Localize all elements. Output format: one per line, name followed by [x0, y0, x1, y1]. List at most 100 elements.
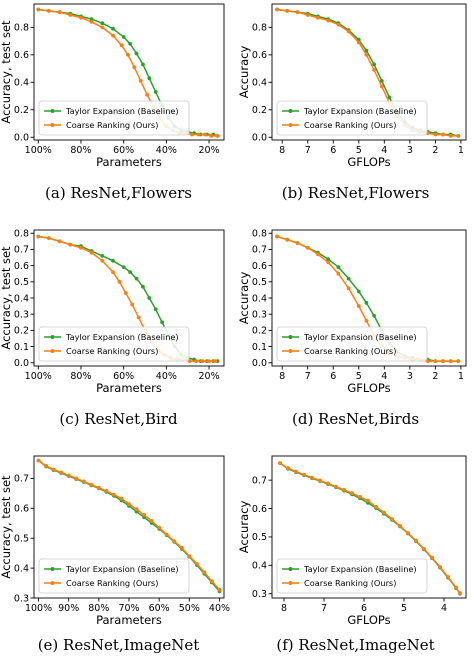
- legend-f: Taylor Expansion (Baseline) Coarse Rankin…: [276, 558, 428, 594]
- data-point: [202, 570, 207, 575]
- x-tick-label: 2: [432, 145, 438, 156]
- y-axis-label-c: Accuracy, test set: [0, 246, 13, 350]
- x-tick-label: 3: [407, 145, 413, 156]
- x-tick-label: 60%: [113, 145, 134, 156]
- data-point: [372, 68, 376, 72]
- data-point: [382, 510, 386, 515]
- data-point: [305, 245, 310, 250]
- data-point: [134, 51, 139, 56]
- data-point: [36, 458, 41, 463]
- legend-label-baseline: Taylor Expansion (Baseline): [303, 564, 417, 574]
- data-point: [295, 241, 300, 245]
- legend-label-baseline: Taylor Expansion (Baseline): [303, 332, 417, 342]
- data-point: [59, 470, 63, 475]
- data-point: [336, 271, 341, 276]
- data-point: [112, 492, 116, 497]
- data-point: [364, 52, 369, 57]
- data-point: [179, 545, 184, 550]
- legend-b: Taylor Expansion (Baseline) Coarse Rankin…: [276, 100, 428, 136]
- data-point: [36, 7, 41, 12]
- series-ours-b: [275, 7, 461, 138]
- data-point: [81, 479, 86, 484]
- data-point: [305, 13, 310, 17]
- legend-label-baseline: Taylor Expansion (Baseline): [303, 106, 417, 116]
- data-point: [398, 524, 402, 528]
- y-tick-label: 0.3: [252, 589, 267, 600]
- x-tick-label: 4: [381, 145, 387, 156]
- legend-swatch-marker: [50, 109, 55, 113]
- data-point: [119, 496, 124, 501]
- x-tick-label: 7: [305, 145, 311, 156]
- data-point: [89, 20, 94, 24]
- data-point: [153, 90, 158, 94]
- x-tick-label: 70%: [118, 603, 139, 614]
- legend-swatch-marker: [288, 123, 293, 127]
- series-line-baseline: [276, 8, 459, 137]
- data-point: [364, 318, 369, 323]
- data-point: [209, 134, 214, 138]
- data-point: [286, 466, 290, 471]
- legend-label-ours: Coarse Ranking (Ours): [66, 120, 158, 130]
- data-point: [213, 359, 218, 363]
- data-point: [164, 532, 169, 537]
- y-tick-label: 0.6: [14, 261, 29, 272]
- data-point: [454, 585, 458, 590]
- y-tick-label: 0.3: [252, 309, 267, 320]
- data-point: [334, 484, 338, 489]
- y-tick-label: 0.7: [14, 245, 29, 256]
- data-point: [374, 504, 378, 509]
- legend-c: Taylor Expansion (Baseline) Coarse Rankin…: [38, 326, 190, 362]
- data-point: [433, 359, 438, 363]
- x-tick-label: 3: [407, 371, 413, 382]
- legend-box: [38, 558, 190, 594]
- y-tick-label: 0.8: [14, 23, 29, 34]
- plot-frame-b: [271, 3, 467, 141]
- data-point: [195, 562, 199, 566]
- data-point: [104, 489, 109, 493]
- x-tick-label: 5: [356, 371, 362, 382]
- data-point: [356, 304, 361, 308]
- data-point: [366, 498, 370, 503]
- x-tick-label: 80%: [88, 603, 109, 614]
- data-point: [130, 302, 135, 307]
- data-point: [342, 487, 346, 492]
- y-tick-label: 0.7: [14, 474, 29, 485]
- legend-box: [38, 100, 190, 136]
- data-point: [456, 359, 461, 363]
- data-point: [275, 234, 279, 239]
- data-point: [275, 7, 279, 12]
- y-tick-label: 0.4: [252, 561, 267, 572]
- legend-box: [276, 326, 428, 362]
- y-tick-label: 0.5: [14, 277, 29, 288]
- data-point: [100, 21, 105, 26]
- data-point: [172, 539, 177, 544]
- data-point: [68, 13, 73, 17]
- data-point: [66, 473, 71, 478]
- data-point: [68, 242, 73, 247]
- x-tick-label: 100%: [25, 603, 52, 614]
- y-axis-label-e: Accuracy, test set: [0, 475, 13, 579]
- data-point: [387, 95, 392, 100]
- data-point: [142, 513, 147, 517]
- data-point: [346, 29, 351, 34]
- data-point: [364, 301, 369, 305]
- x-tick-label: 1: [458, 145, 464, 156]
- legend-label-baseline: Taylor Expansion (Baseline): [65, 564, 179, 574]
- y-tick-label: 0.0: [252, 133, 267, 144]
- data-point: [89, 482, 94, 487]
- data-point: [448, 359, 453, 363]
- data-point: [145, 92, 150, 97]
- y-tick-label: 0.4: [14, 78, 29, 89]
- data-point: [127, 502, 131, 506]
- data-point: [438, 565, 442, 569]
- data-point: [121, 265, 126, 270]
- data-point: [157, 525, 162, 530]
- data-point: [278, 461, 282, 465]
- x-tick-label: 6: [330, 145, 336, 156]
- legend-swatch-marker: [288, 109, 293, 113]
- data-point: [36, 234, 41, 239]
- data-point: [96, 485, 101, 490]
- y-tick-label: 0.1: [14, 342, 29, 353]
- data-point: [448, 134, 453, 138]
